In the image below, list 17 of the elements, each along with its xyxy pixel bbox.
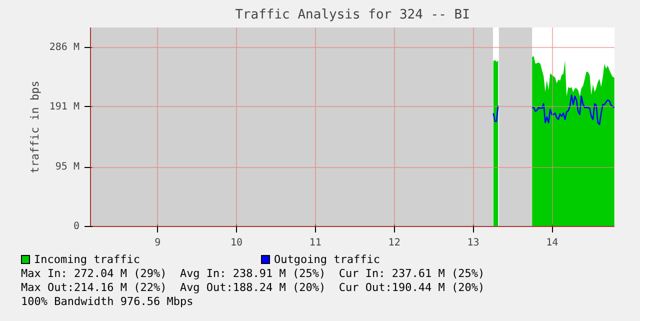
x-tick-label: 14 [546,238,558,248]
x-tick-label: 11 [309,238,322,248]
y-tick-label: 95 M [55,162,80,173]
chart-title: Traffic Analysis for 324 -- BI [235,8,470,22]
y-axis-title: traffic in bps [28,80,42,174]
x-tick-label: 13 [467,238,480,248]
y-tick-label: 191 M [49,101,80,112]
text: Max Out:214.16 M (22%) Avg Out:188.24 M (20%) Cur Out:190.44 M (20%) [21,281,486,295]
legend-label: Incoming traffic [33,253,141,267]
x-tick-label: 12 [388,238,400,248]
x-tick-label: 9 [154,238,161,248]
legend-label: Outgoing traffic [273,253,381,267]
text: 100% Bandwidth 976.56 Mbps [21,295,194,309]
x-tick-label: 10 [230,238,243,248]
y-tick-label: 286 M [49,42,80,54]
text: Max In: 272.04 M (29%) Avg In: 238.91 M (25%) Cur In: 237.61 M (25%) [21,267,486,281]
y-tick-label: 0 [73,221,80,232]
